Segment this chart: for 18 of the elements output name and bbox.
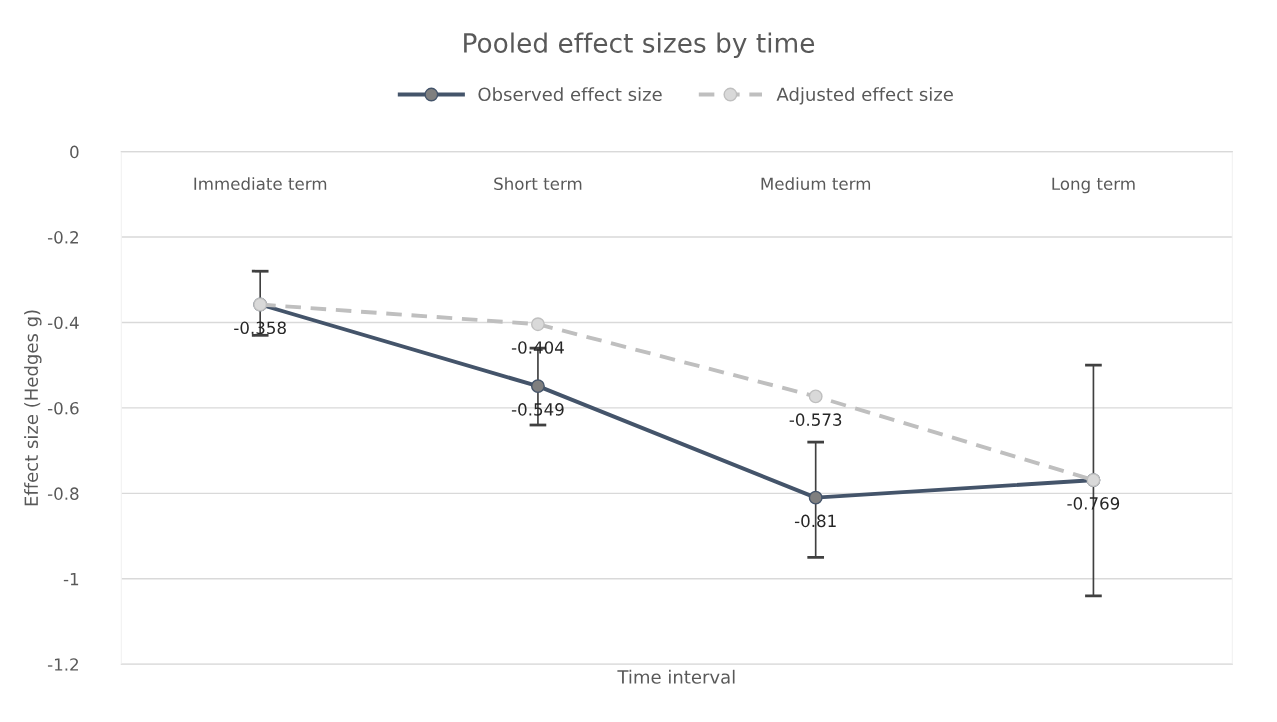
x-tick-label: Short term	[494, 177, 582, 191]
y-axis-title: Effect size (Hedges g)	[24, 310, 42, 506]
y-tick-label: -0.2	[47, 231, 78, 244]
y-tick-label: -0.8	[47, 487, 79, 500]
data-label: -0.573	[789, 413, 842, 426]
y-tick-label: 0	[70, 145, 79, 159]
y-tick-label: -1.2	[47, 658, 78, 671]
x-tick-label: Medium term	[761, 177, 871, 191]
chart-title: Pooled effect sizes by time	[464, 32, 815, 59]
data-label: -0.404	[511, 341, 564, 354]
y-tick-label: -0.6	[47, 401, 79, 415]
legend-label: Adjusted effect size	[776, 87, 953, 105]
x-tick-label: Immediate term	[194, 177, 327, 191]
y-tick-label: -1	[63, 572, 79, 586]
y-tick-label: -0.4	[47, 316, 79, 330]
x-tick-label: Long term	[1052, 177, 1135, 194]
legend-label: Observed effect size	[478, 87, 662, 102]
x-axis-title: Time interval	[617, 669, 735, 684]
